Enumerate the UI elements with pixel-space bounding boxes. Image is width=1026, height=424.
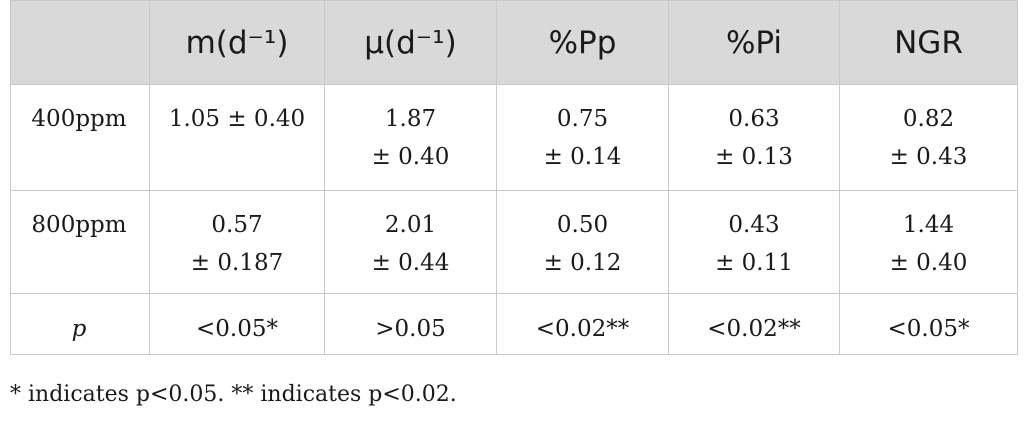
row-label-p: p bbox=[10, 293, 150, 355]
header-cell-pp: %Pp bbox=[496, 0, 669, 85]
cell-value: <0.05* bbox=[196, 316, 278, 342]
table-cell: 2.01 ± 0.44 bbox=[324, 190, 497, 294]
cell-value: <0.05* bbox=[887, 316, 970, 342]
table-row: 400ppm 1.05 ± 0.40 1.87 ± 0.40 0.75 ± 0.14… bbox=[10, 84, 1018, 191]
table-cell: <0.02** bbox=[496, 293, 669, 355]
row-label-400ppm: 400ppm bbox=[10, 84, 150, 191]
cell-value: 0.43 bbox=[728, 212, 780, 238]
cell-error: ± 0.12 bbox=[543, 250, 622, 276]
cell-value: 0.63 bbox=[728, 106, 780, 132]
table-cell: 0.50 ± 0.12 bbox=[496, 190, 669, 294]
cell-error: ± 0.13 bbox=[715, 144, 793, 170]
table-cell: 0.75 ± 0.14 bbox=[496, 84, 669, 191]
table-cell: 1.05 ± 0.40 bbox=[149, 84, 325, 191]
table-cell: 1.44 ± 0.40 bbox=[839, 190, 1018, 294]
table-cell: 0.63 ± 0.13 bbox=[668, 84, 840, 191]
cell-error: ± 0.40 bbox=[889, 250, 968, 276]
cell-value: 2.01 bbox=[384, 212, 437, 238]
cell-error: ± 0.187 bbox=[190, 250, 284, 276]
header-cell-blank bbox=[10, 0, 150, 85]
table-cell: <0.05* bbox=[839, 293, 1018, 355]
cell-value: 1.44 bbox=[902, 212, 955, 238]
cell-value: >0.05 bbox=[375, 316, 446, 342]
header-cell-pi: %Pi bbox=[668, 0, 840, 85]
cell-value: 0.50 bbox=[556, 212, 609, 238]
table-cell: 0.43 ± 0.11 bbox=[668, 190, 840, 294]
cell-value: <0.02** bbox=[535, 316, 630, 342]
header-cell-m: m(d⁻¹) bbox=[149, 0, 325, 85]
header-row: m(d⁻¹) μ(d⁻¹) %Pp %Pi NGR bbox=[10, 0, 1018, 85]
header-cell-ngr: NGR bbox=[839, 0, 1018, 85]
cell-error: ± 0.11 bbox=[715, 250, 793, 276]
cell-error: ± 0.14 bbox=[543, 144, 622, 170]
table-cell: <0.05* bbox=[149, 293, 325, 355]
table-cell: 0.82 ± 0.43 bbox=[839, 84, 1018, 191]
cell-value: 0.82 bbox=[902, 106, 955, 132]
table-row: 800ppm 0.57 ± 0.187 2.01 ± 0.44 0.50 ± 0.12… bbox=[10, 190, 1018, 294]
cell-error: ± 0.40 bbox=[371, 144, 450, 170]
results-table: m(d⁻¹) μ(d⁻¹) %Pp %Pi NGR 400ppm 1.05 ± … bbox=[10, 0, 1018, 355]
cell-error: ± 0.43 bbox=[889, 144, 968, 170]
table-cell: 1.87 ± 0.40 bbox=[324, 84, 497, 191]
table-row: p <0.05* >0.05 <0.02** <0.02** <0.05* bbox=[10, 293, 1018, 355]
header-cell-mu: μ(d⁻¹) bbox=[324, 0, 497, 85]
table-cell: 0.57 ± 0.187 bbox=[149, 190, 325, 294]
table-cell: <0.02** bbox=[668, 293, 840, 355]
data-table-container: m(d⁻¹) μ(d⁻¹) %Pp %Pi NGR 400ppm 1.05 ± … bbox=[10, 0, 1018, 355]
table-footnote: * indicates p<0.05. ** indicates p<0.02. bbox=[10, 382, 457, 407]
row-label-800ppm: 800ppm bbox=[10, 190, 150, 294]
cell-value: 1.87 bbox=[384, 106, 437, 132]
cell-value: 0.57 bbox=[211, 212, 263, 238]
cell-value: 0.75 bbox=[556, 106, 609, 132]
cell-error: ± 0.44 bbox=[371, 250, 450, 276]
cell-value: <0.02** bbox=[707, 316, 801, 342]
table-cell: >0.05 bbox=[324, 293, 497, 355]
cell-value: 1.05 ± 0.40 bbox=[168, 106, 306, 132]
